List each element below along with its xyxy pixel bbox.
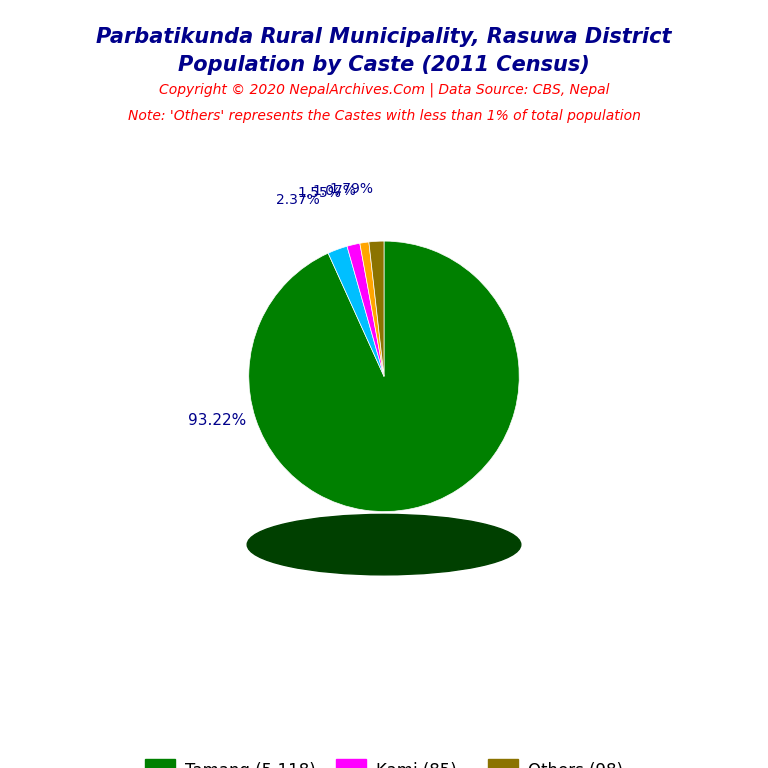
Wedge shape [360,242,384,376]
Text: Population by Caste (2011 Census): Population by Caste (2011 Census) [178,55,590,75]
Wedge shape [249,241,519,511]
Text: 1.07%: 1.07% [313,184,356,197]
Text: Note: 'Others' represents the Castes with less than 1% of total population: Note: 'Others' represents the Castes wit… [127,109,641,123]
Text: 2.37%: 2.37% [276,193,319,207]
Text: 93.22%: 93.22% [188,413,246,429]
Text: Copyright © 2020 NepalArchives.Com | Data Source: CBS, Nepal: Copyright © 2020 NepalArchives.Com | Dat… [159,83,609,98]
Text: 1.79%: 1.79% [329,182,373,196]
Ellipse shape [247,515,521,574]
Wedge shape [347,243,384,376]
Text: Parbatikunda Rural Municipality, Rasuwa District: Parbatikunda Rural Municipality, Rasuwa … [96,27,672,47]
Legend: Tamang (5,118), Ghale (130), Kami (85), Newar (59), Others (98): Tamang (5,118), Ghale (130), Kami (85), … [137,750,631,768]
Text: 1.55%: 1.55% [298,187,342,200]
Wedge shape [369,241,384,376]
Wedge shape [328,247,384,376]
